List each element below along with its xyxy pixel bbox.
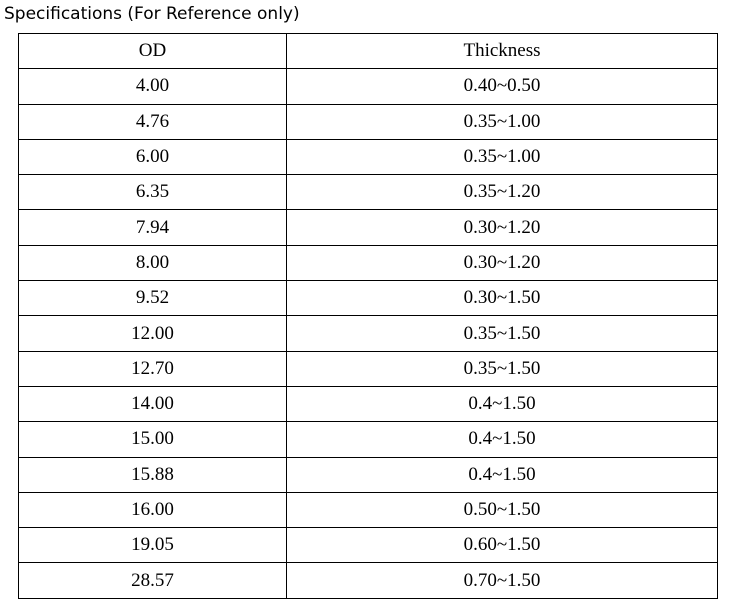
table-cell: 0.35~1.50 — [286, 315, 718, 352]
table-cell: 15.88 — [18, 456, 287, 493]
table-cell: 0.30~1.50 — [286, 280, 718, 317]
table-row: 16.00 0.50~1.50 — [18, 491, 718, 529]
table-cell: 16.00 — [18, 491, 287, 529]
table-cell: 14.00 — [18, 385, 287, 423]
header-cell: OD — [18, 32, 287, 70]
table-cell: 0.35~1.50 — [286, 350, 718, 387]
table-row: 28.57 0.70~1.50 — [18, 562, 718, 599]
table-cell: 0.30~1.20 — [286, 244, 718, 282]
table-row: 14.00 0.4~1.50 — [18, 385, 718, 423]
page-title: Specifications (For Reference only) — [4, 4, 300, 24]
table-cell: 0.4~1.50 — [286, 385, 718, 423]
table-row: 15.88 0.4~1.50 — [18, 456, 718, 493]
table-cell: 0.70~1.50 — [286, 562, 718, 599]
table-row: 15.00 0.4~1.50 — [18, 421, 718, 458]
table-row: 9.52 0.30~1.50 — [18, 280, 718, 317]
table-cell: 19.05 — [18, 527, 287, 564]
table-cell: 7.94 — [18, 209, 287, 246]
table-row: 4.00 0.40~0.50 — [18, 68, 718, 105]
table-cell: 0.4~1.50 — [286, 421, 718, 458]
table-row: 7.94 0.30~1.20 — [18, 209, 718, 246]
table-row: 6.00 0.35~1.00 — [18, 138, 718, 176]
header-cell: Thickness — [286, 32, 718, 70]
table-row: 19.05 0.60~1.50 — [18, 527, 718, 564]
table-row: 6.35 0.35~1.20 — [18, 174, 718, 211]
table-header: OD Thickness — [18, 32, 718, 70]
table-row: 4.76 0.35~1.00 — [18, 103, 718, 140]
table-cell: 4.00 — [18, 68, 287, 105]
table-cell: 6.00 — [18, 138, 287, 176]
table-cell: 12.00 — [18, 315, 287, 352]
table-cell: 0.50~1.50 — [286, 491, 718, 529]
table-cell: 12.70 — [18, 350, 287, 387]
table-row: 12.00 0.35~1.50 — [18, 315, 718, 352]
table-cell: 9.52 — [18, 280, 287, 317]
table-cell: 28.57 — [18, 562, 287, 599]
table-cell: 0.35~1.00 — [286, 138, 718, 176]
spec-table: OD Thickness 4.00 0.40~0.50 4.76 0.35~1.00 6.… — [18, 32, 718, 599]
table-cell: 0.4~1.50 — [286, 456, 718, 493]
table-cell: 0.30~1.20 — [286, 209, 718, 246]
header-row: OD Thickness — [18, 32, 718, 70]
table-cell: 0.35~1.20 — [286, 174, 718, 211]
table-cell: 0.60~1.50 — [286, 527, 718, 564]
table-cell: 4.76 — [18, 103, 287, 140]
table-cell: 8.00 — [18, 244, 287, 282]
table-row: 8.00 0.30~1.20 — [18, 244, 718, 282]
table-cell: 0.40~0.50 — [286, 68, 718, 105]
table-row: 12.70 0.35~1.50 — [18, 350, 718, 387]
table-cell: 0.35~1.00 — [286, 103, 718, 140]
table-cell: 6.35 — [18, 174, 287, 211]
table-cell: 15.00 — [18, 421, 287, 458]
table-body: 4.00 0.40~0.50 4.76 0.35~1.00 6.00 0.35~1.00 6… — [18, 68, 718, 599]
